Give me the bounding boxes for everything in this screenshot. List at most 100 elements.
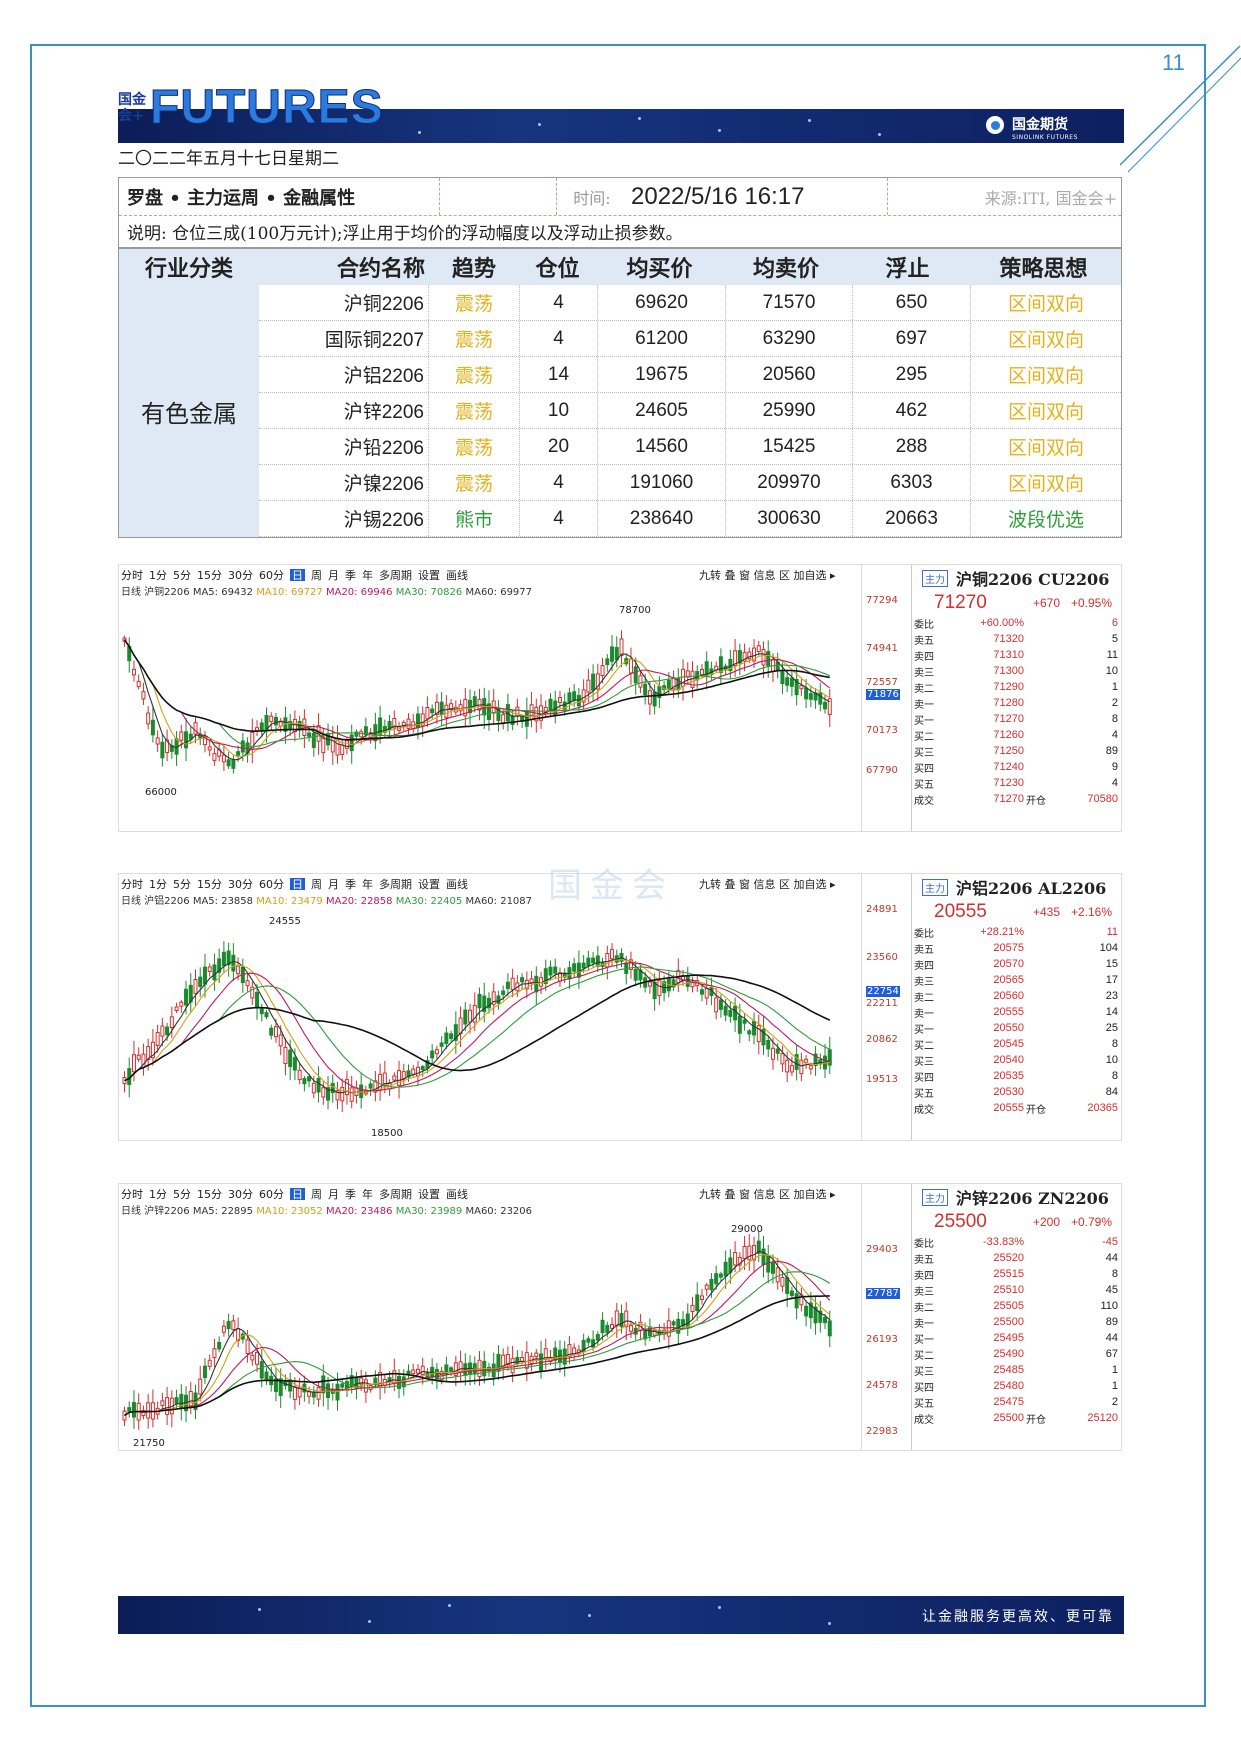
candle-body	[307, 732, 312, 737]
ma-legend: 日线 沪锌2206 MA5: 22895 MA10: 23052 MA20: 2…	[121, 1206, 533, 1217]
col-header-stop: 浮止	[885, 256, 930, 282]
period-tab[interactable]: 年	[362, 569, 373, 581]
candle-body	[401, 721, 406, 727]
candle-body	[434, 1049, 439, 1055]
chart-tools[interactable]: 九转 叠 窗 信息 区 加自选 ▸	[699, 569, 836, 582]
strategy-value: 区间双向	[1007, 401, 1084, 423]
axis-tick: 72557	[866, 677, 898, 688]
position-value: 4	[520, 465, 598, 500]
candlestick-plot[interactable]	[119, 904, 859, 1136]
period-tab[interactable]: 5分	[173, 878, 191, 890]
period-tab[interactable]: 周	[311, 569, 322, 581]
period-tab[interactable]: 设置	[418, 569, 440, 581]
candlestick-plot[interactable]	[119, 1214, 859, 1446]
period-tab[interactable]: 季	[345, 1188, 356, 1200]
candle-body	[520, 977, 525, 983]
period-tab[interactable]: 季	[345, 878, 356, 890]
period-tab[interactable]: 日	[290, 569, 305, 581]
period-tab[interactable]: 分时	[121, 569, 143, 581]
candle-body	[548, 698, 553, 712]
period-tab[interactable]: 60分	[259, 569, 284, 581]
order-book-row: 卖二 20560 23	[914, 990, 1118, 1004]
period-tab[interactable]: 日	[290, 878, 305, 890]
period-tab[interactable]: 分时	[121, 1188, 143, 1200]
candle-body	[150, 719, 155, 736]
period-tab[interactable]: 周	[311, 878, 322, 890]
candle-body	[373, 1080, 378, 1093]
candle-body	[780, 671, 785, 685]
candle-body	[335, 1383, 340, 1401]
period-tab[interactable]: 1分	[149, 569, 167, 581]
candle-body	[562, 701, 567, 710]
order-book-row: 买四 71240 9	[914, 761, 1118, 775]
period-tab[interactable]: 月	[328, 569, 339, 581]
period-tab[interactable]: 季	[345, 569, 356, 581]
candle-body	[595, 1334, 600, 1341]
candle-body	[477, 993, 482, 1009]
order-book-row: 买五 20530 84	[914, 1086, 1118, 1100]
period-tab[interactable]: 15分	[197, 878, 222, 890]
candle-body	[733, 1251, 738, 1266]
candle-body	[449, 703, 454, 711]
candle-body	[486, 703, 491, 720]
candle-body	[756, 645, 761, 652]
order-book-row: 卖三 20565 17	[914, 974, 1118, 988]
period-tab[interactable]: 画线	[446, 569, 468, 581]
period-tab[interactable]: 多周期	[379, 878, 412, 890]
candle-body	[752, 1020, 757, 1036]
candle-body	[610, 646, 615, 662]
chart-tools[interactable]: 九转 叠 窗 信息 区 加自选 ▸	[699, 878, 836, 891]
candle-body	[316, 1387, 321, 1400]
period-tab[interactable]: 15分	[197, 1188, 222, 1200]
period-tab[interactable]: 日	[290, 1188, 305, 1200]
period-tab[interactable]: 60分	[259, 1188, 284, 1200]
period-tab[interactable]: 1分	[149, 878, 167, 890]
candle-body	[273, 716, 278, 726]
candle-body	[619, 638, 624, 656]
period-tab[interactable]: 多周期	[379, 1188, 412, 1200]
candle-body	[794, 678, 799, 696]
candle-body	[723, 1005, 728, 1016]
position-value: 20	[520, 429, 598, 464]
candle-body	[439, 701, 444, 715]
chart-copper[interactable]: 分时 1分 5分 15分 30分 60分日周月季年多周期 设置 画线 九转 叠 窗 信息 区 加…	[118, 564, 1122, 832]
candle-body	[420, 713, 425, 727]
candle-body	[728, 1010, 733, 1017]
period-tab[interactable]: 设置	[418, 1188, 440, 1200]
period-tab[interactable]: 月	[328, 878, 339, 890]
period-tab[interactable]: 30分	[228, 1188, 253, 1200]
period-tab[interactable]: 60分	[259, 878, 284, 890]
period-tab[interactable]: 30分	[228, 569, 253, 581]
candle-body	[269, 1027, 274, 1036]
chart-zinc[interactable]: 分时 1分 5分 15分 30分 60分日周月季年多周期 设置 画线 九转 叠 窗 信息 区 加…	[118, 1183, 1122, 1451]
period-tab[interactable]: 画线	[446, 1188, 468, 1200]
period-tab[interactable]: 5分	[173, 1188, 191, 1200]
chart-tools[interactable]: 九转 叠 窗 信息 区 加自选 ▸	[699, 1188, 836, 1201]
period-tab[interactable]: 画线	[446, 878, 468, 890]
period-tab[interactable]: 1分	[149, 1188, 167, 1200]
period-tab[interactable]: 月	[328, 1188, 339, 1200]
candlestick-plot[interactable]	[119, 595, 859, 827]
period-tab[interactable]: 30分	[228, 878, 253, 890]
header-banner	[118, 109, 1124, 143]
period-tab[interactable]: 多周期	[379, 569, 412, 581]
candle-body	[823, 701, 828, 710]
candle-body	[387, 720, 392, 730]
period-tab[interactable]: 分时	[121, 878, 143, 890]
order-book-row: 买二 25490 67	[914, 1348, 1118, 1362]
candle-body	[250, 986, 255, 999]
period-tab[interactable]: 设置	[418, 878, 440, 890]
candle-body	[789, 1065, 794, 1073]
period-tab[interactable]: 15分	[197, 569, 222, 581]
candle-body	[131, 668, 136, 676]
candle-body	[250, 1354, 255, 1361]
period-tab[interactable]: 年	[362, 1188, 373, 1200]
price-change-pct: +0.79%	[1070, 1215, 1112, 1229]
candle-body	[411, 1369, 416, 1375]
ma-line	[123, 639, 830, 741]
candle-body	[628, 658, 633, 674]
period-tab[interactable]: 周	[311, 1188, 322, 1200]
period-tab[interactable]: 5分	[173, 569, 191, 581]
chart-aluminum[interactable]: 分时 1分 5分 15分 30分 60分日周月季年多周期 设置 画线 九转 叠 窗 信息 区 加…	[118, 873, 1122, 1141]
period-tab[interactable]: 年	[362, 878, 373, 890]
